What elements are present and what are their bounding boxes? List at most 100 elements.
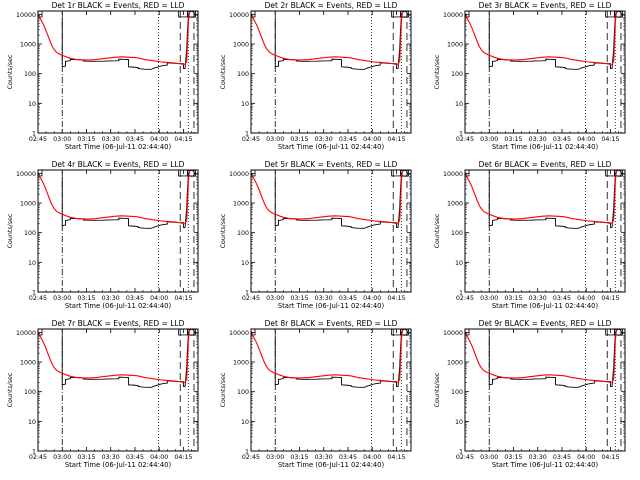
det6-x-tick-label: 03:00 [480,295,498,302]
det5-y-tick-label: 1000 [233,201,249,208]
det9-x-tick-label: 03:00 [480,454,498,461]
det6-title: Det 6r BLACK = Events, RED = LLD [479,160,612,169]
det1-y-tick-label: 100 [24,71,36,78]
det7-x-tick-label: 04:00 [150,454,168,461]
det6-y-tick-label: 10000 [443,171,463,178]
det4-panel: 02:45 03:00 03:15 03:30 03:45 04:00 04:15 1 10 10… [7,160,199,310]
det7-panel: 02:45 03:00 03:15 03:30 03:45 04:00 04:15 1 10 10… [7,319,199,469]
det2-x-tick-label: 03:15 [290,136,308,143]
det8-x-tick-label: 03:30 [315,454,333,461]
det7-title: Det 7r BLACK = Events, RED = LLD [52,319,185,328]
det7-y-axis-label: Counts/sec [7,372,14,407]
det1-y-tick-label: 10 [28,101,36,108]
det8-x-tick-label: 03:45 [339,454,357,461]
det9-y-tick-label: 1000 [447,360,463,367]
det6-y-tick-label: 10 [455,260,463,267]
det1-x-tick-label: 02:45 [29,136,47,143]
det4-x-axis-label: Start Time (06-Jul-11 02:44:40) [65,302,172,310]
det4-plot-frame [37,169,199,293]
det7-y-tick-label: 10000 [16,330,36,337]
det9-title: Det 9r BLACK = Events, RED = LLD [479,319,612,328]
det5-x-tick-label: 03:15 [290,295,308,302]
det9-y-tick-label: 100 [451,389,463,396]
det6-x-tick-label: 04:15 [601,295,619,302]
det1-x-axis-label: Start Time (06-Jul-11 02:44:40) [65,143,172,151]
det1-x-tick-label: 03:00 [53,136,71,143]
det6-y-tick-label: 100 [451,230,463,237]
det7-y-tick-label: 10 [28,419,36,426]
det8-x-tick-label: 02:45 [242,454,260,461]
det8-y-tick-label: 10 [241,419,249,426]
det2-y-tick-label: 100 [237,71,249,78]
det3-plot-frame [464,10,626,134]
det9-plot-frame [464,328,626,452]
det6-y-tick-label: 1 [459,290,463,297]
det7-x-tick-label: 03:15 [77,454,95,461]
det7-lld-line [37,329,191,383]
det8-plot-frame [250,328,412,452]
det4-y-tick-label: 10 [28,260,36,267]
det6-lld-line [464,170,618,224]
det1-y-tick-label: 1000 [20,42,36,49]
det3-lld-line [464,11,618,65]
det4-x-tick-label: 04:15 [174,295,192,302]
det1-lld-line [37,11,191,65]
det2-panel: 02:45 03:00 03:15 03:30 03:45 04:00 04:15 1 10 10… [220,1,412,151]
det5-x-tick-label: 04:15 [387,295,405,302]
det3-x-tick-label: 03:45 [553,136,571,143]
det3-title: Det 3r BLACK = Events, RED = LLD [479,1,612,10]
det1-x-tick-label: 04:15 [174,136,192,143]
det4-y-tick-label: 10000 [16,171,36,178]
det9-x-tick-label: 04:15 [601,454,619,461]
det1-panel: 02:45 03:00 03:15 03:30 03:45 04:00 04:15 1 10 10… [7,1,199,151]
det7-x-axis-label: Start Time (06-Jul-11 02:44:40) [65,461,172,469]
det4-x-tick-label: 03:00 [53,295,71,302]
det5-panel: 02:45 03:00 03:15 03:30 03:45 04:00 04:15 1 10 10… [220,160,412,310]
det5-y-tick-label: 100 [237,230,249,237]
det4-x-tick-label: 03:45 [126,295,144,302]
det9-x-tick-label: 03:30 [529,454,547,461]
det6-x-tick-label: 03:45 [553,295,571,302]
det9-x-tick-label: 04:00 [577,454,595,461]
det8-y-tick-label: 10000 [229,330,249,337]
det4-x-tick-label: 04:00 [150,295,168,302]
det5-lld-line [250,170,404,224]
det2-lld-line [250,11,404,65]
det5-x-tick-label: 03:30 [315,295,333,302]
det3-x-tick-label: 03:30 [529,136,547,143]
det3-x-axis-label: Start Time (06-Jul-11 02:44:40) [492,143,599,151]
det2-title: Det 2r BLACK = Events, RED = LLD [265,1,398,10]
det7-plot-frame [37,328,199,452]
det7-y-tick-label: 100 [24,389,36,396]
det9-y-tick-label: 10000 [443,330,463,337]
det7-y-tick-label: 1000 [20,360,36,367]
det9-x-tick-label: 03:15 [504,454,522,461]
det3-x-tick-label: 03:15 [504,136,522,143]
det9-lld-line [464,329,618,383]
det2-y-tick-label: 1 [245,131,249,138]
det5-plot-frame [250,169,412,293]
det9-y-tick-label: 10 [455,419,463,426]
det6-x-tick-label: 03:30 [529,295,547,302]
det5-y-axis-label: Counts/sec [220,213,227,248]
det6-x-tick-label: 02:45 [456,295,474,302]
det4-y-tick-label: 100 [24,230,36,237]
det1-y-tick-label: 10000 [16,12,36,19]
det5-y-tick-label: 10000 [229,171,249,178]
det4-y-tick-label: 1 [32,290,36,297]
det2-x-tick-label: 03:45 [339,136,357,143]
det7-x-tick-label: 03:00 [53,454,71,461]
det1-x-tick-label: 03:45 [126,136,144,143]
det6-x-tick-label: 04:00 [577,295,595,302]
det8-panel: 02:45 03:00 03:15 03:30 03:45 04:00 04:15 1 10 10… [220,319,412,469]
det6-y-tick-label: 1000 [447,201,463,208]
det4-title: Det 4r BLACK = Events, RED = LLD [52,160,185,169]
det2-x-axis-label: Start Time (06-Jul-11 02:44:40) [278,143,385,151]
det1-y-axis-label: Counts/sec [7,54,14,89]
det4-x-tick-label: 03:30 [102,295,120,302]
det5-x-tick-label: 02:45 [242,295,260,302]
det3-y-tick-label: 1 [459,131,463,138]
det4-y-tick-label: 1000 [20,201,36,208]
det8-x-tick-label: 03:15 [290,454,308,461]
